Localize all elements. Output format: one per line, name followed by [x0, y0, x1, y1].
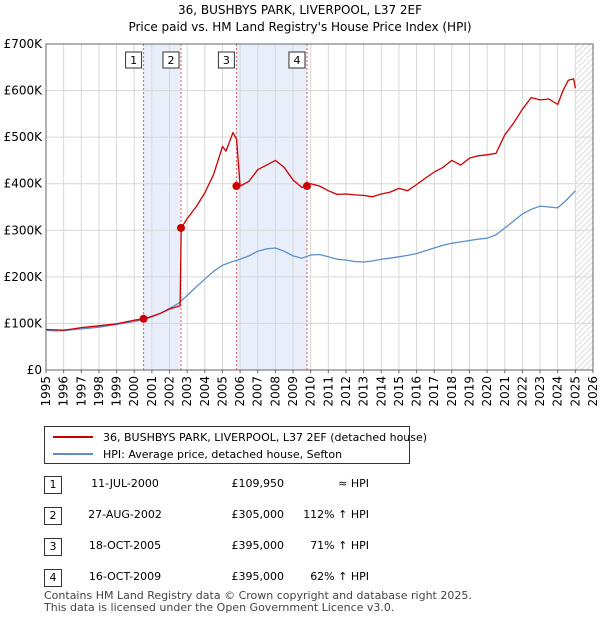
x-tick-label: 1999 [110, 376, 124, 407]
x-tick-label: 2002 [163, 376, 177, 407]
legend-swatch-hpi [53, 453, 93, 455]
y-tick-label: £300K [4, 223, 44, 237]
chart-subtitle: Price paid vs. HM Land Registry's House … [128, 20, 471, 34]
transaction-price: £395,000 [231, 570, 285, 583]
transactions-table: 1 11-JUL-2000 £109,950 ≈ HPI 2 27-AUG-20… [44, 474, 404, 598]
y-tick-label: £200K [4, 270, 44, 284]
transaction-date: 16-OCT-2009 [88, 570, 162, 583]
transaction-price: £109,950 [231, 477, 285, 490]
transaction-number: 3 [44, 538, 62, 556]
y-tick-label: £700K [4, 37, 44, 51]
sale-label-4: 4 [293, 54, 300, 67]
x-tick-label: 1995 [39, 376, 53, 407]
sale-point-3 [232, 182, 241, 191]
x-tick-label: 2023 [533, 376, 547, 407]
sale-label-box-1 [125, 51, 143, 69]
chart-title: 36, BUSHBYS PARK, LIVERPOOL, L37 2EF [178, 3, 422, 17]
transaction-hpi-compare: 62% ↑ HPI [310, 570, 369, 583]
x-tick-label: 2000 [127, 376, 141, 407]
transaction-hpi-compare: 71% ↑ HPI [310, 539, 369, 552]
legend-item-hpi: HPI: Average price, detached house, Seft… [53, 446, 342, 462]
x-tick-label: 2010 [304, 376, 318, 407]
x-tick-label: 2020 [480, 376, 494, 407]
transaction-number: 4 [44, 569, 62, 587]
x-tick-label: 2016 [410, 376, 424, 407]
transaction-date: 27-AUG-2002 [88, 508, 162, 521]
transaction-hpi-compare: ≈ HPI [338, 477, 369, 490]
transaction-row: 4 16-OCT-2009 £395,000 62% ↑ HPI [44, 567, 404, 598]
x-tick-label: 2003 [180, 376, 194, 407]
series-line-hpi [45, 190, 576, 332]
x-tick-label: 1997 [74, 376, 88, 407]
sale-label-2: 2 [167, 54, 174, 67]
sale-label-box-2 [162, 51, 180, 69]
x-tick-label: 2021 [498, 376, 512, 407]
x-tick-label: 2015 [392, 376, 406, 407]
y-tick-label: £600K [4, 84, 44, 98]
x-tick-label: 2019 [462, 376, 476, 407]
x-tick-label: 2005 [215, 376, 229, 407]
footer-line-copyright: Contains HM Land Registry data © Crown c… [44, 589, 472, 602]
x-tick-label: 2008 [268, 376, 282, 407]
forecast-region [575, 44, 593, 370]
transaction-row: 2 27-AUG-2002 £305,000 112% ↑ HPI [44, 505, 404, 536]
transaction-date: 11-JUL-2000 [91, 477, 159, 490]
x-tick-label: 2025 [568, 376, 582, 407]
sale-label-3: 3 [223, 54, 230, 67]
footer-attribution: Contains HM Land Registry data © Crown c… [44, 590, 472, 614]
x-tick-label: 2013 [357, 376, 371, 407]
x-tick-label: 2004 [198, 376, 212, 407]
plot-background [46, 44, 593, 370]
sale-point-1 [139, 314, 148, 323]
transaction-hpi-compare: 112% ↑ HPI [303, 508, 369, 521]
sale-label-box-4 [288, 51, 306, 69]
plot-frame [45, 43, 594, 371]
sale-label-box-3 [217, 51, 235, 69]
transaction-row: 3 18-OCT-2005 £395,000 71% ↑ HPI [44, 536, 404, 567]
sale-label-1: 1 [130, 54, 137, 67]
sale-point-2 [176, 223, 185, 232]
legend-item-property: 36, BUSHBYS PARK, LIVERPOOL, L37 2EF (de… [53, 429, 427, 445]
transaction-number: 2 [44, 507, 62, 525]
transaction-date: 18-OCT-2005 [88, 539, 162, 552]
x-tick-label: 2018 [445, 376, 459, 407]
x-tick-label: 2012 [339, 376, 353, 407]
transaction-price: £395,000 [231, 539, 285, 552]
sale-point-4 [302, 182, 311, 191]
shaded-period-1 [143, 44, 181, 370]
x-tick-label: 2022 [515, 376, 529, 407]
legend-label-hpi: HPI: Average price, detached house, Seft… [103, 447, 343, 461]
shaded-period-2 [236, 44, 307, 370]
y-tick-label: £100K [4, 316, 44, 330]
footer-line-license: This data is licensed under the Open Gov… [44, 601, 395, 614]
legend: 36, BUSHBYS PARK, LIVERPOOL, L37 2EF (de… [44, 426, 427, 464]
x-tick-label: 2009 [286, 376, 300, 407]
x-tick-label: 2017 [427, 376, 441, 407]
legend-label-property: 36, BUSHBYS PARK, LIVERPOOL, L37 2EF (de… [103, 430, 428, 444]
y-tick-label: £400K [4, 177, 44, 191]
x-tick-label: 2001 [145, 376, 159, 407]
transaction-number: 1 [44, 476, 62, 494]
x-tick-label: 2007 [251, 376, 265, 407]
x-tick-label: 2026 [586, 376, 600, 407]
x-tick-label: 1998 [92, 376, 106, 407]
x-tick-label: 2014 [374, 376, 388, 407]
y-tick-label: £0 [27, 363, 42, 377]
x-tick-label: 2011 [321, 376, 335, 407]
x-tick-label: 2024 [551, 376, 565, 407]
x-tick-label: 1996 [57, 376, 71, 407]
legend-swatch-property [53, 436, 93, 438]
price-chart: 36, BUSHBYS PARK, LIVERPOOL, L37 2EF Pri… [4, 3, 600, 407]
transaction-price: £305,000 [231, 508, 285, 521]
transaction-row: 1 11-JUL-2000 £109,950 ≈ HPI [44, 474, 404, 505]
y-tick-label: £500K [4, 130, 44, 144]
x-tick-label: 2006 [233, 376, 247, 407]
